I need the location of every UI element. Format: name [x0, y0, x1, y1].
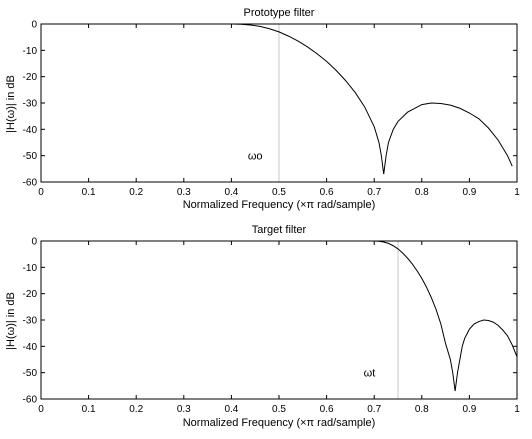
x-tick-label: 0.2: [129, 404, 143, 415]
x-tick-label: 0.1: [82, 404, 96, 415]
x-tick-label: 0.8: [415, 404, 429, 415]
x-tick-label: 1: [514, 404, 520, 415]
x-tick-label: 0.8: [415, 187, 429, 198]
y-tick-label: 0: [31, 237, 37, 248]
plot-frame: [40, 23, 518, 183]
x-tick-label: 0.1: [82, 187, 96, 198]
magnitude-response-curve: [41, 23, 513, 175]
x-tick-label: 0.9: [462, 404, 476, 415]
x-axis-title: Normalized Frequency (×π rad/sample): [183, 417, 376, 429]
y-tick-label: -10: [23, 263, 38, 274]
x-tick-label: 0.9: [462, 187, 476, 198]
y-tick-label: -60: [23, 395, 38, 406]
y-tick-label: -40: [23, 125, 38, 136]
x-tick-label: 0: [38, 404, 44, 415]
y-tick-label: -50: [23, 368, 38, 379]
y-axis-title: |H(ω)| in dB: [5, 75, 17, 133]
y-tick-label: -20: [23, 72, 38, 83]
x-tick-label: 0.5: [272, 187, 286, 198]
x-tick-label: 0.6: [320, 404, 334, 415]
cutoff-annotation: ωt: [364, 368, 376, 380]
x-tick-label: 0.6: [320, 187, 334, 198]
y-tick-label: -20: [23, 289, 38, 300]
x-tick-label: 0.3: [177, 187, 191, 198]
y-tick-label: -50: [23, 151, 38, 162]
x-axis-title: Normalized Frequency (×π rad/sample): [183, 199, 376, 211]
y-tick-label: -10: [23, 46, 38, 57]
x-tick-label: 0.7: [367, 187, 381, 198]
y-tick-label: -60: [23, 178, 38, 189]
x-tick-label: 1: [514, 187, 520, 198]
y-tick-label: 0: [31, 20, 37, 31]
plot-frame: [40, 240, 518, 400]
y-tick-label: -30: [23, 99, 38, 110]
x-tick-label: 0.2: [129, 187, 143, 198]
x-tick-label: 0.3: [177, 404, 191, 415]
target-filter-panel: Target filter 0 0.1 0.2 0.3 0.4 0.5 0.6 0.7 0.8 0…: [5, 224, 520, 429]
cutoff-annotation: ωo: [248, 151, 263, 163]
x-tick-label: 0.4: [224, 187, 238, 198]
x-tick-label: 0.5: [272, 404, 286, 415]
y-tick-label: -40: [23, 342, 38, 353]
y-axis-title: |H(ω)| in dB: [5, 292, 17, 350]
prototype-filter-panel: Prototype filter 0 0.1 0.2 0.3 0.4 0.5 0.6 0.7 0…: [5, 7, 520, 211]
chart-title: Target filter: [252, 224, 307, 236]
chart-title: Prototype filter: [244, 7, 315, 19]
x-tick-label: 0.4: [224, 404, 238, 415]
y-tick-label: -30: [23, 316, 38, 327]
x-tick-label: 0.7: [367, 404, 381, 415]
x-tick-label: 0: [38, 187, 44, 198]
magnitude-response-curve: [41, 240, 518, 392]
